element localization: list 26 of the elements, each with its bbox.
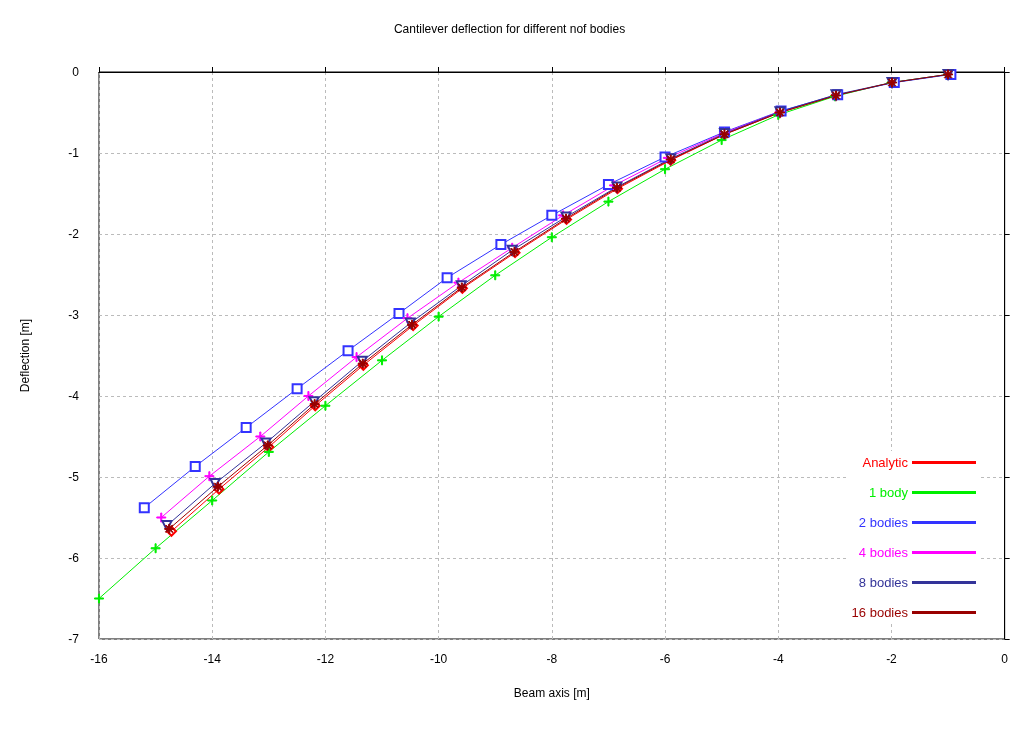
y-tick-label: -6 (68, 551, 80, 565)
x-tick-label: -16 (90, 652, 108, 666)
x-tick-label: -2 (886, 652, 898, 666)
x-tick-label: -8 (546, 652, 558, 666)
y-tick-label: -3 (68, 308, 80, 322)
x-tick-label: -14 (203, 652, 222, 666)
x-tick-label: -6 (659, 652, 671, 666)
legend-label: 2 bodies (858, 515, 909, 530)
y-tick-label: -1 (68, 146, 80, 160)
x-tick-label: -10 (429, 652, 448, 666)
y-tick-label: -4 (68, 389, 80, 403)
y-axis-title: Deflection [m] (18, 318, 32, 393)
legend-label: 8 bodies (858, 575, 909, 590)
x-tick-label: -4 (772, 652, 784, 666)
legend-label: 4 bodies (858, 545, 909, 560)
x-tick-label: 0 (1001, 652, 1009, 666)
legend-label: Analytic (862, 455, 909, 470)
legend-label: 1 body (868, 485, 909, 500)
legend-label: 16 bodies (851, 605, 909, 620)
y-tick-label: -7 (68, 632, 80, 646)
y-tick-label: -2 (68, 227, 80, 241)
y-tick-label: 0 (72, 65, 80, 79)
x-axis-title: Beam axis [m] (513, 686, 590, 700)
chart-title: Cantilever deflection for different nof bodies (393, 22, 626, 36)
x-tick-label: -12 (316, 652, 335, 666)
y-tick-label: -5 (68, 470, 80, 484)
